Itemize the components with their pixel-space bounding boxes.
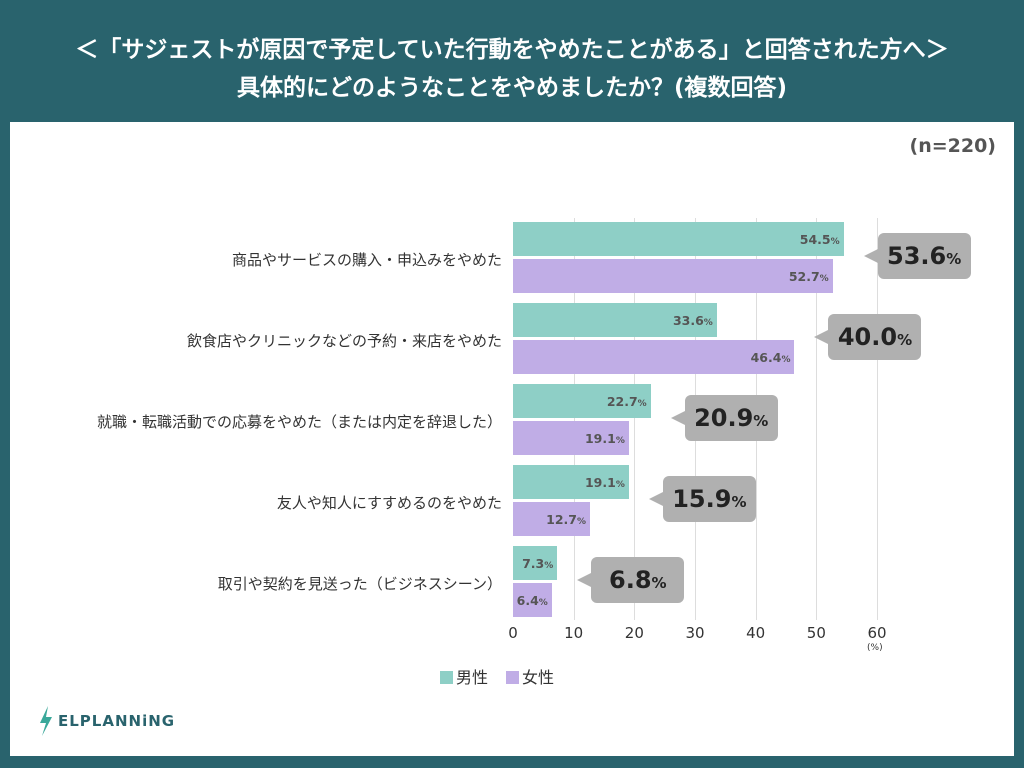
gridline <box>816 218 818 620</box>
bar-female <box>513 502 591 536</box>
x-tick-label: 10 <box>564 624 584 642</box>
bar-male <box>513 303 717 337</box>
category-label: 就職・転職活動での応募をやめた（または内定を辞退した） <box>96 413 502 431</box>
bar-male <box>513 222 844 256</box>
legend-male: 男性 <box>440 664 488 688</box>
bar-value-label: 19.1% <box>584 431 625 446</box>
bar-female <box>513 340 795 374</box>
bar-value-label: 12.7% <box>546 512 587 527</box>
bar-female <box>513 259 833 293</box>
total-callout: 6.8% <box>577 557 685 603</box>
lightning-icon <box>40 706 52 736</box>
title-line-1: ＜「サジェストが原因で予定していた行動をやめたことがある」と回答された方へ＞ <box>75 37 949 63</box>
gridline <box>877 218 878 620</box>
legend: 男性 女性 <box>440 664 554 688</box>
bar-value-label: 7.3% <box>522 556 554 571</box>
bar-male <box>513 546 558 580</box>
bar-value-label: 6.4% <box>516 593 548 608</box>
legend-swatch-male <box>440 671 453 684</box>
bar-value-label: 54.5% <box>799 232 840 247</box>
title-line-2: 具体的にどのようなことをやめましたか？(複数回答) <box>236 75 788 101</box>
gridline <box>634 218 636 620</box>
bar-value-label: 33.6% <box>672 313 713 328</box>
gridline <box>573 218 575 620</box>
bar-male <box>513 465 629 499</box>
bar-value-label: 46.4% <box>750 350 791 365</box>
bar-value-label: 19.1% <box>584 475 625 490</box>
category-label: 友人や知人にすすめるのをやめた <box>276 494 502 512</box>
x-tick-label: 0 <box>508 624 518 642</box>
x-unit: (%) <box>867 643 883 653</box>
category-label: 商品やサービスの購入・申込みをやめた <box>231 251 502 269</box>
bar-female <box>513 583 552 617</box>
x-tick-label: 40 <box>746 624 766 642</box>
total-callout: 53.6% <box>863 233 971 279</box>
bar-value-label: 22.7% <box>606 394 647 409</box>
logo: ELPLANNiNG <box>38 706 175 736</box>
bar-male <box>513 384 651 418</box>
category-label: 飲食店やクリニックなどの予約・来店をやめた <box>186 332 502 350</box>
sample-size: (n=220) <box>909 135 996 157</box>
x-tick-label: 20 <box>624 624 644 642</box>
total-callout: 40.0% <box>814 314 922 360</box>
bar-female <box>513 421 629 455</box>
legend-swatch-female <box>506 671 520 684</box>
total-callout: 15.9% <box>648 476 756 522</box>
bar-value-label: 52.7% <box>788 269 829 284</box>
category-label: 取引や契約を見送った（ビジネスシーン） <box>217 575 502 593</box>
x-tick-label: 60 <box>867 624 887 642</box>
x-tick-label: 30 <box>685 624 705 642</box>
x-tick-label: 50 <box>806 624 826 642</box>
total-callout: 20.9% <box>670 395 778 441</box>
chart-panel <box>10 122 1014 756</box>
legend-female: 女性 <box>506 664 554 688</box>
